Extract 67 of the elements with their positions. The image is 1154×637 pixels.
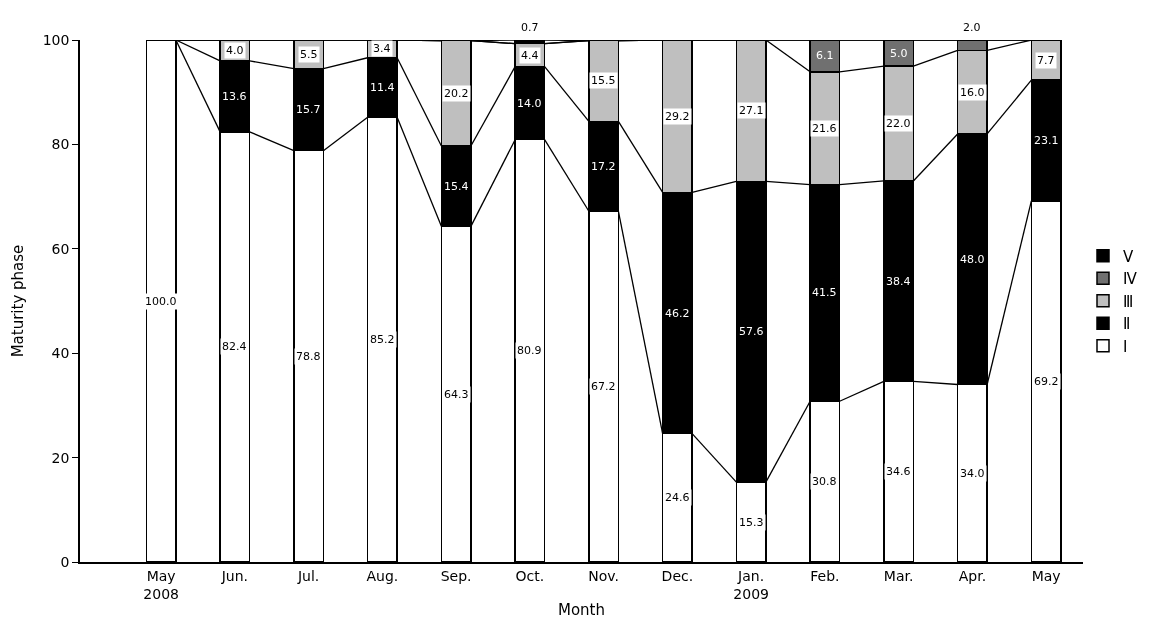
y-axis-title: Maturity phase: [9, 244, 28, 358]
y-tick-label: 80: [51, 136, 70, 153]
x-tick-label: May: [1031, 567, 1061, 584]
data-label: 15.3: [739, 516, 764, 529]
data-label: 4.0: [226, 44, 244, 57]
data-label: 16.0: [960, 86, 985, 99]
data-label: 2.0: [963, 21, 981, 34]
data-label: 80.9: [517, 344, 542, 357]
data-label: 46.2: [665, 307, 690, 320]
legend-label: Ⅰ: [1123, 337, 1128, 356]
data-label: 3.4: [373, 42, 391, 55]
x-tick-label: Oct.: [515, 567, 545, 584]
data-label: 11.4: [370, 81, 395, 94]
data-label: 38.4: [886, 275, 911, 288]
y-tick-label: 0: [60, 553, 70, 570]
data-label: 48.0: [960, 253, 985, 266]
data-label: 0.7: [521, 21, 539, 34]
x-tick-label: Jan. 2009: [733, 567, 769, 602]
data-label: 24.6: [665, 491, 690, 504]
data-label: 34.6: [886, 465, 911, 478]
x-axis-title: Month: [557, 601, 606, 620]
data-label: 67.2: [591, 380, 616, 393]
legend-label: Ⅲ: [1123, 292, 1134, 311]
x-tick-label: Sep.: [440, 567, 472, 584]
legend-label: Ⅱ: [1123, 315, 1131, 334]
data-label: 6.1: [816, 49, 834, 62]
data-label: 27.1: [739, 104, 764, 117]
data-label: 30.8: [812, 475, 837, 488]
data-label: 57.6: [739, 325, 764, 338]
x-tick-label: Dec.: [661, 567, 694, 584]
x-tick-label: Aug.: [366, 567, 399, 584]
x-tick-label: May 2008: [143, 567, 179, 602]
data-label: 22.0: [886, 117, 911, 130]
y-tick-label: 20: [51, 449, 70, 466]
data-label: 41.5: [812, 286, 837, 299]
x-tick-label: Jul.: [296, 567, 320, 584]
data-label: 85.2: [370, 333, 395, 346]
data-label: 15.7: [296, 103, 321, 116]
data-label: 82.4: [222, 340, 247, 353]
data-label: 100.0: [145, 295, 177, 308]
data-label: 5.5: [300, 48, 318, 61]
x-tick-label: Jun.: [220, 567, 249, 584]
data-label: 64.3: [444, 388, 469, 401]
y-tick-label: 100: [42, 31, 70, 48]
data-label: 29.2: [665, 110, 690, 123]
data-label: 15.5: [591, 74, 616, 87]
data-label: 14.0: [517, 97, 542, 110]
data-label: 17.2: [591, 160, 616, 173]
data-label: 13.6: [222, 90, 247, 103]
legend-label: Ⅳ: [1123, 270, 1137, 289]
legend-label: Ⅴ: [1123, 247, 1134, 266]
data-label: 21.6: [812, 122, 837, 135]
x-tick-label: Apr.: [958, 567, 987, 584]
data-label: 4.4: [521, 49, 539, 62]
data-label: 5.0: [890, 47, 908, 60]
data-label: 34.0: [960, 467, 985, 480]
x-tick-label: Nov.: [588, 567, 619, 584]
y-tick-label: 60: [51, 240, 70, 257]
data-label: 15.4: [444, 180, 469, 193]
data-label: 7.7: [1037, 54, 1055, 67]
x-tick-label: Mar.: [883, 567, 914, 584]
x-tick-label: Feb.: [810, 567, 840, 584]
data-label: 69.2: [1034, 375, 1059, 388]
data-label: 20.2: [444, 87, 469, 100]
y-tick-label: 40: [51, 345, 70, 362]
data-label: 23.1: [1034, 134, 1059, 147]
data-label: 78.8: [296, 350, 321, 363]
